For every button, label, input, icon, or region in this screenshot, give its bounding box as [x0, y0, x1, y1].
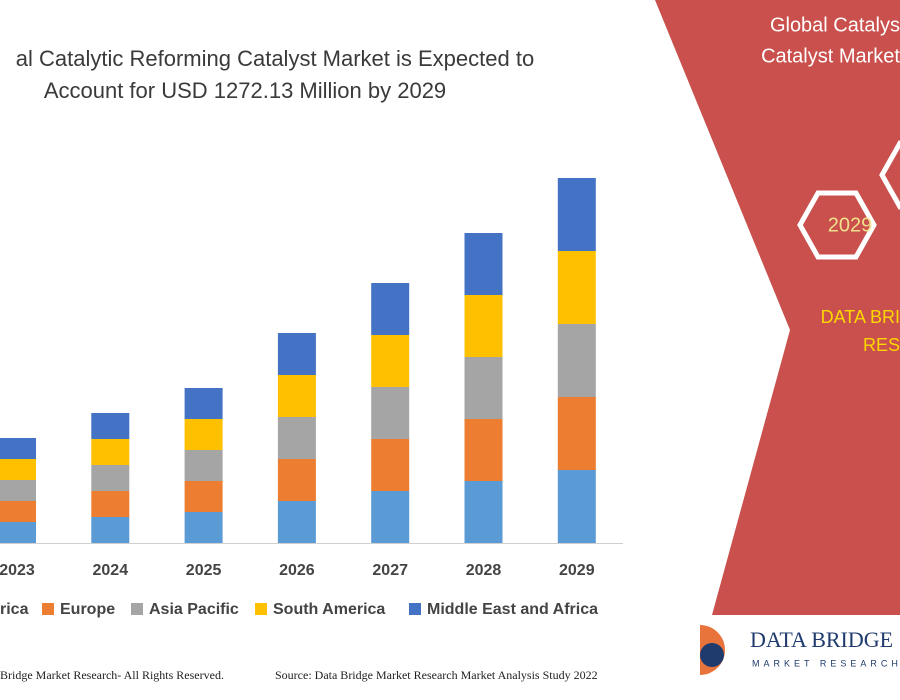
bar-segment [557, 324, 596, 397]
legend-swatch [42, 603, 54, 615]
x-tick-label: 2027 [372, 562, 408, 579]
bar-segment [277, 501, 316, 543]
side-panel-bg [655, 0, 900, 615]
legend-label: Middle East and Africa [427, 601, 598, 618]
legend-swatch [409, 603, 421, 615]
bar-segment [184, 419, 223, 450]
bar-segment [371, 335, 410, 387]
bar-segment [277, 333, 316, 375]
legend-label: Europe [60, 601, 115, 618]
bar-segment [371, 387, 410, 439]
bar-segment [277, 459, 316, 501]
bar-segment [371, 283, 410, 335]
side-title: Catalyst Market [761, 45, 900, 67]
bar-segment [91, 439, 130, 465]
bar-segment [371, 439, 410, 491]
bar-segment [464, 233, 503, 295]
hexagon [797, 190, 877, 260]
logo-tagline: MARKET RESEARCH [752, 658, 900, 668]
bar-segment [184, 450, 223, 481]
bar-segment [557, 470, 596, 543]
bar-segment [277, 417, 316, 459]
bar-segment [0, 501, 36, 522]
side-year: 2029 [828, 214, 873, 236]
x-tick-label: 2025 [186, 562, 222, 579]
bar-segment [464, 295, 503, 357]
legend-swatch [131, 603, 143, 615]
bar-segment [91, 517, 130, 543]
x-tick-label: 2028 [466, 562, 502, 579]
footer-rights: Bridge Market Research- All Rights Reser… [0, 668, 224, 682]
bar-segment [464, 357, 503, 419]
logo-name: DATA BRIDGE [750, 627, 893, 652]
chart-title: Account for USD 1272.13 Million by 2029 [44, 78, 446, 103]
chart-title: al Catalytic Reforming Catalyst Market i… [16, 46, 534, 71]
bar-segment [184, 388, 223, 419]
side-brand: DATA BRI [821, 307, 900, 327]
legend-label: Asia Pacific [149, 601, 239, 618]
bar-segment [557, 178, 596, 251]
side-title: Global Catalys [770, 14, 900, 36]
legend-label: rica [0, 601, 29, 618]
bar-segment [91, 465, 130, 491]
footer-source: Source: Data Bridge Market Research Mark… [275, 668, 598, 682]
logo-icon [700, 643, 724, 667]
x-tick-label: 2026 [279, 562, 315, 579]
bar-segment [557, 397, 596, 470]
bar-segment [0, 480, 36, 501]
bar-segment [184, 512, 223, 543]
bar-segment [184, 481, 223, 512]
bar-segment [0, 459, 36, 480]
legend-label: South America [273, 601, 385, 618]
logo: DATA BRIDGE MARKET RESEARCH [700, 625, 900, 675]
bar-segment [91, 413, 130, 439]
bar-segment [464, 419, 503, 481]
x-tick-label: 2024 [93, 562, 129, 579]
bar-segment [464, 481, 503, 543]
bar-segment [0, 438, 36, 459]
side-brand: RES [863, 335, 900, 355]
bar-segment [91, 491, 130, 517]
bar-segment [277, 375, 316, 417]
x-tick-label: 2029 [559, 562, 595, 579]
bar-segment [371, 491, 410, 543]
bar-segment [0, 522, 36, 543]
bar-segment [557, 251, 596, 324]
x-tick-label: 2023 [0, 562, 35, 579]
legend-swatch [255, 603, 267, 615]
